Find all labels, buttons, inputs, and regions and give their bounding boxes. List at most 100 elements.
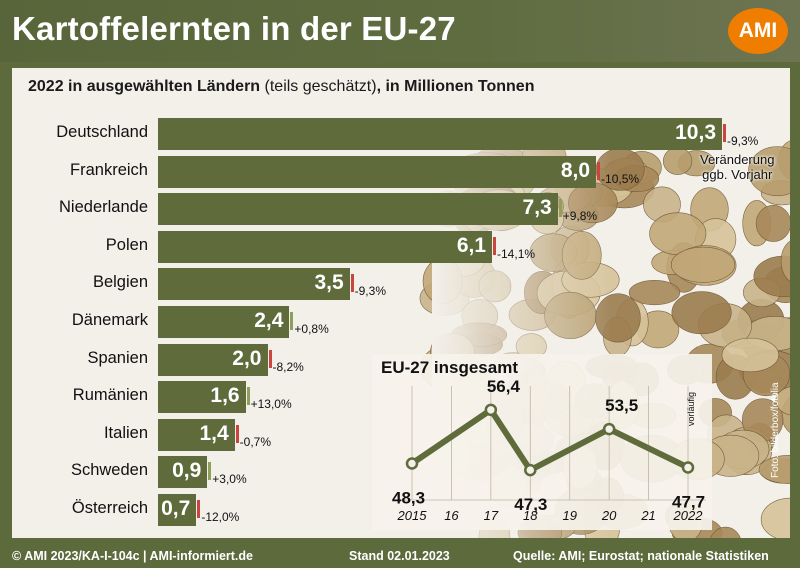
country-label: Deutschland (56, 123, 148, 141)
bar: 7,3 (158, 193, 558, 226)
bar: 0,9 (158, 456, 208, 489)
change-note: Veränderung ggb. Vorjahr (700, 152, 775, 182)
footer-date: Stand 02.01.2023 (349, 549, 450, 563)
decrease-marker (350, 274, 354, 293)
decrease-marker (493, 236, 497, 255)
chart-subtitle: 2022 in ausgewählten Ländern (teils gesc… (28, 78, 535, 95)
decrease-marker (235, 424, 239, 443)
bar-value-label: 3,5 (314, 271, 344, 295)
data-point-label: 56,4 (487, 377, 521, 396)
change-label: +3,0% (212, 472, 247, 487)
bar-row: Belgien 3,5 -9,3% (12, 268, 790, 301)
bar: 1,4 (158, 418, 235, 451)
data-point (484, 403, 498, 417)
bar: 1,6 (158, 381, 246, 414)
bar-value-label: 10,3 (675, 121, 716, 144)
bar-row: Rumänien 1,6 +13,0% (12, 381, 790, 414)
country-label: Belgien (92, 273, 148, 292)
data-point-label: 53,5 (605, 396, 638, 415)
footer-copyright: © AMI 2023/KA-I-104c | AMI-informiert.de (12, 549, 253, 563)
year-tick-label: 18 (523, 508, 538, 523)
data-point-label: 47,3 (514, 495, 547, 514)
change-label: +13,0% (250, 397, 292, 412)
change-label: -12,0% (201, 510, 240, 524)
footer-source: Quelle: AMI; Eurostat; nationale Statist… (513, 549, 769, 563)
bar-value-label: 0,9 (172, 459, 202, 483)
photo-credit: Foto: bilderbox/fotolia (770, 382, 781, 478)
series-line (410, 406, 690, 474)
change-label: -0,7% (239, 434, 272, 449)
grid (394, 386, 706, 501)
bar-value-label: 1,6 (210, 384, 240, 408)
country-label: Dänemark (71, 311, 148, 329)
year-tick-label: 19 (562, 508, 576, 523)
bar-row: Niederlande 7,3 +9,8% (12, 193, 790, 226)
change-label: +0,8% (294, 322, 329, 336)
year-tick-label: 17 (484, 508, 499, 523)
country-label: Schweden (70, 461, 148, 480)
increase-marker (558, 199, 562, 218)
increase-marker (290, 312, 294, 330)
data-point (681, 461, 695, 474)
decrease-marker (268, 349, 272, 368)
chart-panel: 2022 in ausgewählten Ländern (teils gesc… (12, 68, 790, 538)
bar-value-label: 2,0 (232, 346, 262, 370)
bar: 10,3 (158, 118, 722, 150)
data-point-label: 48,3 (392, 489, 425, 508)
year-tick-label: 20 (601, 508, 617, 523)
inset-title: EU-27 insgesamt (381, 358, 518, 377)
page-title: Kartoffelernten in der EU-27 (12, 10, 456, 47)
year-tick-label: 2022 (673, 508, 704, 523)
data-point (405, 457, 419, 470)
change-label: -14,1% (497, 246, 536, 261)
footer: © AMI 2023/KA-I-104c | AMI-informiert.de… (0, 542, 800, 568)
bar: 2,0 (158, 343, 268, 376)
country-label: Niederlande (59, 198, 148, 217)
bar-value-label: 7,3 (522, 196, 552, 220)
bar: 2,4 (158, 306, 290, 338)
bar-row: Österreich 0,7 -12,0% (12, 494, 790, 526)
country-label: Rumänien (72, 386, 148, 405)
country-label: Italien (103, 423, 148, 442)
year-tick-label: 2015 (397, 508, 428, 523)
eu27-total-chart: 48,3 56,4 47,3 53,5 47,7 2015 16 17 18 19 20 21 2022… (372, 354, 712, 530)
decrease-marker (597, 161, 601, 180)
year-tick-label: 21 (640, 508, 655, 523)
change-label: -8,2% (272, 359, 304, 374)
country-label: Polen (105, 235, 148, 254)
country-label: Österreich (71, 499, 148, 517)
line-chart-svg: 48,3 56,4 47,3 53,5 47,7 2015 16 17 18 19 20 21 2022… (392, 377, 706, 523)
increase-marker (208, 462, 212, 481)
header: Kartoffelernten in der EU-27 AMI (0, 0, 800, 62)
decrease-marker (197, 500, 201, 518)
bar-row: Frankreich 8,0 -10,5% (12, 155, 790, 188)
bar-row: Italien 1,4 -0,7% (12, 418, 790, 451)
bar: 3,5 (158, 268, 350, 301)
country-label: Frankreich (70, 160, 148, 179)
bar: 6,1 (158, 230, 493, 263)
bar-row: Spanien 2,0 -8,2% (12, 343, 790, 376)
bar-value-label: 1,4 (199, 421, 229, 445)
data-point (524, 463, 537, 477)
bar-row: Deutschland 10,3 -9,3% (12, 118, 790, 150)
bar-value-label: 8,0 (560, 158, 591, 182)
change-label: -9,3% (354, 284, 386, 299)
decrease-marker (723, 124, 726, 142)
change-label: +9,8% (562, 209, 598, 224)
data-point (602, 422, 616, 436)
bar-value-label: 6,1 (456, 233, 487, 257)
change-label: -9,3% (727, 134, 759, 148)
bar-row: Schweden 0,9 +3,0% (12, 456, 790, 489)
bar: 8,0 (158, 155, 597, 188)
ami-logo: AMI (728, 8, 788, 54)
bar-row: Polen 6,1 -14,1% (12, 230, 790, 263)
data-point-label: 47,7 (672, 492, 705, 511)
bar-value-label: 0,7 (161, 497, 191, 520)
bar: 0,7 (158, 494, 197, 526)
bar-value-label: 2,4 (254, 309, 284, 332)
country-label: Spanien (87, 348, 148, 367)
change-label: -10,5% (601, 171, 640, 186)
bar-row: Dänemark 2,4 +0,8% (12, 306, 790, 338)
year-tick-label: 16 (444, 508, 459, 523)
